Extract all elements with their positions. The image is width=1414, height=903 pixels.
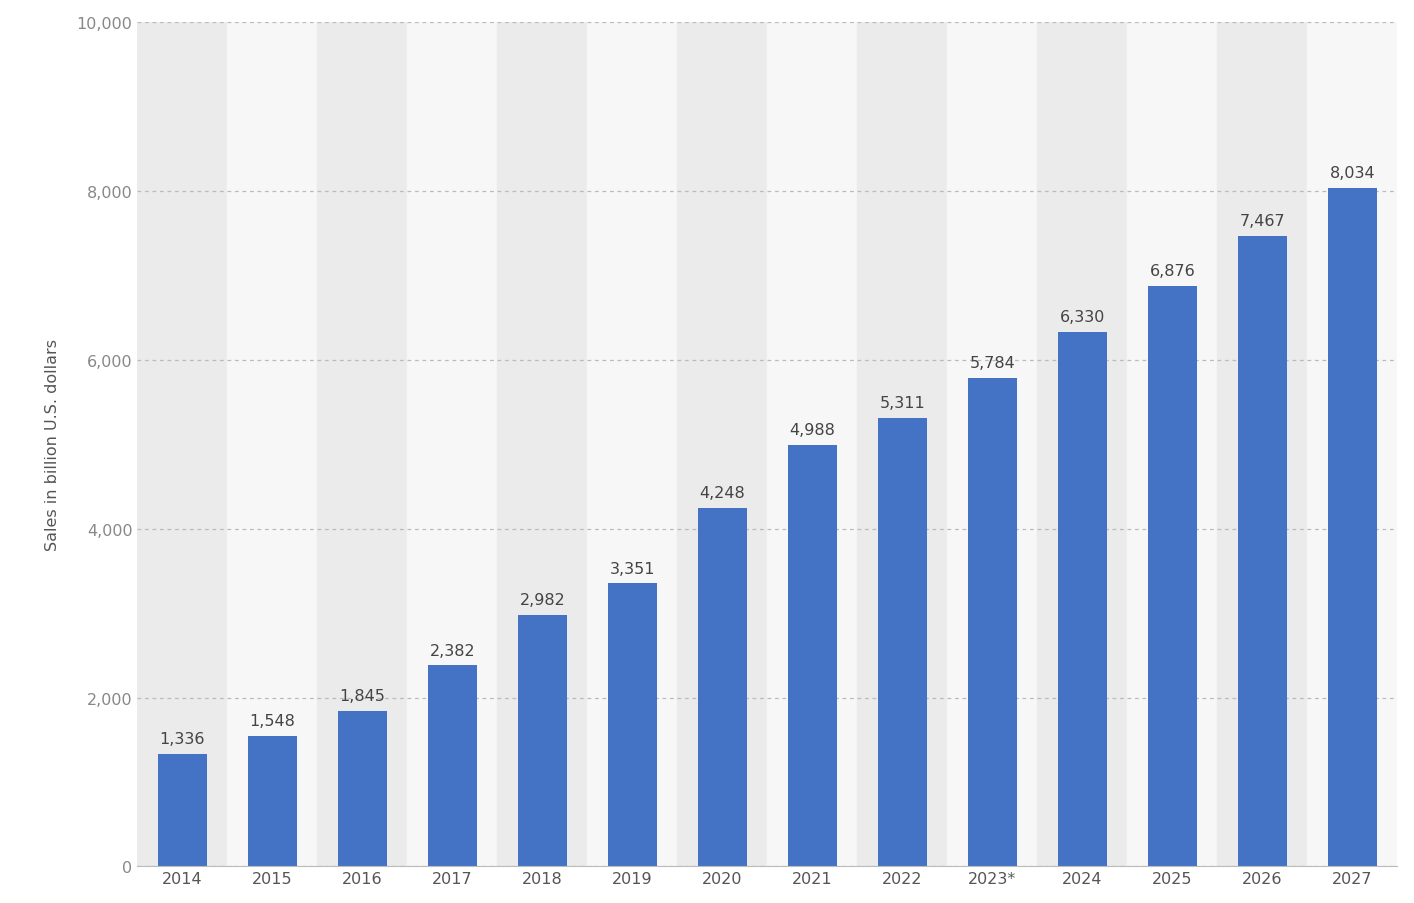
Bar — [967, 378, 1017, 867]
Bar — [407, 23, 498, 867]
Bar — [1308, 23, 1397, 867]
Text: 7,467: 7,467 — [1240, 214, 1285, 228]
Text: 4,248: 4,248 — [700, 486, 745, 500]
Bar — [498, 23, 587, 867]
Bar — [518, 615, 567, 867]
Text: 1,548: 1,548 — [249, 713, 296, 729]
Text: 6,330: 6,330 — [1059, 310, 1104, 325]
Text: 5,784: 5,784 — [970, 356, 1015, 371]
Text: 3,351: 3,351 — [609, 561, 655, 576]
Bar — [788, 445, 837, 867]
Bar — [878, 418, 928, 867]
Bar — [677, 23, 768, 867]
Bar — [768, 23, 857, 867]
Text: 8,034: 8,034 — [1329, 166, 1376, 181]
Text: 4,988: 4,988 — [789, 423, 836, 438]
Bar — [137, 23, 228, 867]
Bar — [157, 754, 206, 867]
Bar — [947, 23, 1038, 867]
Bar — [1127, 23, 1217, 867]
Text: 6,876: 6,876 — [1150, 264, 1195, 279]
Bar — [1217, 23, 1308, 867]
Bar — [1148, 286, 1198, 867]
Bar — [1038, 23, 1127, 867]
Bar — [247, 736, 297, 867]
Bar — [1328, 189, 1377, 867]
Text: 1,845: 1,845 — [339, 688, 385, 703]
Text: 2,382: 2,382 — [430, 643, 475, 658]
Text: 2,982: 2,982 — [519, 592, 566, 608]
Text: 5,311: 5,311 — [880, 396, 925, 411]
Bar — [317, 23, 407, 867]
Bar — [587, 23, 677, 867]
Y-axis label: Sales in billion U.S. dollars: Sales in billion U.S. dollars — [45, 339, 59, 551]
Bar — [857, 23, 947, 867]
Bar — [228, 23, 317, 867]
Bar — [1237, 237, 1287, 867]
Bar — [427, 666, 477, 867]
Text: 1,336: 1,336 — [160, 731, 205, 746]
Bar — [338, 711, 387, 867]
Bar — [697, 508, 747, 867]
Bar — [608, 583, 658, 867]
Bar — [1058, 332, 1107, 867]
